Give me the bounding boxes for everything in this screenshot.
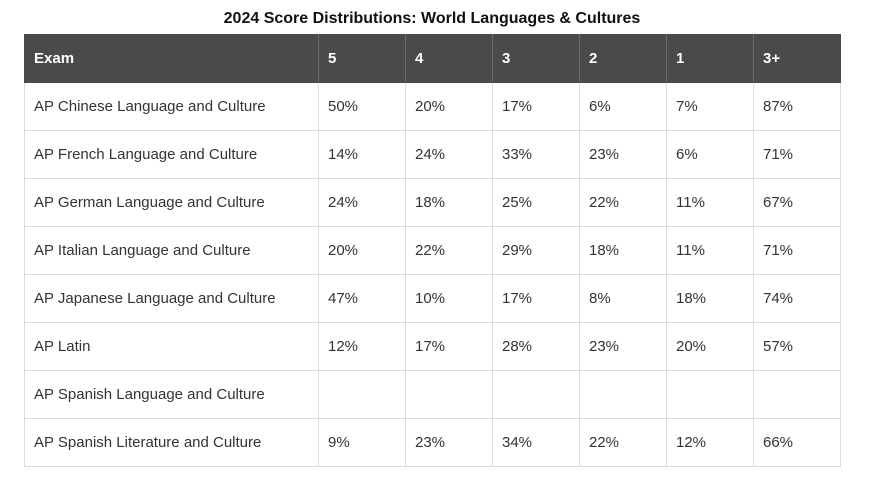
column-header-score-1: 1 bbox=[666, 34, 754, 83]
exam-name-cell: AP Spanish Language and Culture bbox=[24, 370, 319, 419]
exam-name-cell: AP Spanish Literature and Culture bbox=[24, 418, 319, 467]
score-4-cell: 23% bbox=[405, 418, 493, 467]
score-5-cell: 20% bbox=[318, 226, 406, 275]
score-3-cell: 34% bbox=[492, 418, 580, 467]
score-1-cell: 12% bbox=[666, 418, 754, 467]
table-row: AP Italian Language and Culture 20% 22% … bbox=[24, 226, 841, 275]
score-3-plus-cell bbox=[753, 370, 841, 419]
score-1-cell: 18% bbox=[666, 274, 754, 323]
column-header-score-2: 2 bbox=[579, 34, 667, 83]
score-3-plus-cell: 57% bbox=[753, 322, 841, 371]
table-row: AP Chinese Language and Culture 50% 20% … bbox=[24, 82, 841, 131]
score-2-cell: 6% bbox=[579, 82, 667, 131]
score-4-cell: 18% bbox=[405, 178, 493, 227]
column-header-score-3-plus: 3+ bbox=[753, 34, 841, 83]
score-5-cell: 24% bbox=[318, 178, 406, 227]
exam-name-cell: AP Italian Language and Culture bbox=[24, 226, 319, 275]
score-3-cell: 17% bbox=[492, 82, 580, 131]
score-2-cell: 22% bbox=[579, 178, 667, 227]
score-2-cell bbox=[579, 370, 667, 419]
exam-name-cell: AP French Language and Culture bbox=[24, 130, 319, 179]
score-1-cell: 11% bbox=[666, 178, 754, 227]
score-3-plus-cell: 67% bbox=[753, 178, 841, 227]
score-2-cell: 8% bbox=[579, 274, 667, 323]
table-row: AP Spanish Language and Culture bbox=[24, 370, 841, 419]
table-row: AP French Language and Culture 14% 24% 3… bbox=[24, 130, 841, 179]
score-1-cell: 6% bbox=[666, 130, 754, 179]
column-header-score-3: 3 bbox=[492, 34, 580, 83]
score-3-cell: 29% bbox=[492, 226, 580, 275]
table-row: AP Spanish Literature and Culture 9% 23%… bbox=[24, 418, 841, 467]
score-5-cell bbox=[318, 370, 406, 419]
score-3-plus-cell: 74% bbox=[753, 274, 841, 323]
column-header-exam: Exam bbox=[24, 34, 319, 83]
score-2-cell: 22% bbox=[579, 418, 667, 467]
score-4-cell: 22% bbox=[405, 226, 493, 275]
score-4-cell: 24% bbox=[405, 130, 493, 179]
score-3-cell: 28% bbox=[492, 322, 580, 371]
score-1-cell bbox=[666, 370, 754, 419]
table-row: AP Japanese Language and Culture 47% 10%… bbox=[24, 274, 841, 323]
score-3-plus-cell: 87% bbox=[753, 82, 841, 131]
score-1-cell: 11% bbox=[666, 226, 754, 275]
table-row: AP German Language and Culture 24% 18% 2… bbox=[24, 178, 841, 227]
exam-name-cell: AP Chinese Language and Culture bbox=[24, 82, 319, 131]
score-2-cell: 18% bbox=[579, 226, 667, 275]
exam-name-cell: AP German Language and Culture bbox=[24, 178, 319, 227]
table-title: 2024 Score Distributions: World Language… bbox=[223, 10, 641, 27]
score-3-cell: 17% bbox=[492, 274, 580, 323]
score-5-cell: 14% bbox=[318, 130, 406, 179]
column-header-score-4: 4 bbox=[405, 34, 493, 83]
score-3-plus-cell: 66% bbox=[753, 418, 841, 467]
score-5-cell: 50% bbox=[318, 82, 406, 131]
exam-name-cell: AP Latin bbox=[24, 322, 319, 371]
score-4-cell: 10% bbox=[405, 274, 493, 323]
score-1-cell: 20% bbox=[666, 322, 754, 371]
column-header-score-5: 5 bbox=[318, 34, 406, 83]
score-3-cell bbox=[492, 370, 580, 419]
score-3-plus-cell: 71% bbox=[753, 226, 841, 275]
score-5-cell: 47% bbox=[318, 274, 406, 323]
score-4-cell: 17% bbox=[405, 322, 493, 371]
score-5-cell: 12% bbox=[318, 322, 406, 371]
score-3-plus-cell: 71% bbox=[753, 130, 841, 179]
table-header-row: Exam 5 4 3 2 1 3+ bbox=[24, 34, 841, 83]
score-2-cell: 23% bbox=[579, 130, 667, 179]
score-1-cell: 7% bbox=[666, 82, 754, 131]
score-5-cell: 9% bbox=[318, 418, 406, 467]
score-3-cell: 33% bbox=[492, 130, 580, 179]
score-4-cell bbox=[405, 370, 493, 419]
table-row: AP Latin 12% 17% 28% 23% 20% 57% bbox=[24, 322, 841, 371]
exam-name-cell: AP Japanese Language and Culture bbox=[24, 274, 319, 323]
score-4-cell: 20% bbox=[405, 82, 493, 131]
score-2-cell: 23% bbox=[579, 322, 667, 371]
score-distribution-table: Exam 5 4 3 2 1 3+ AP Chinese Language an… bbox=[24, 34, 841, 467]
score-3-cell: 25% bbox=[492, 178, 580, 227]
